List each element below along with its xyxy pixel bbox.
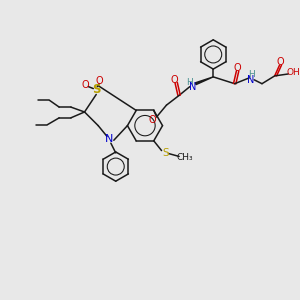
Text: O: O: [234, 63, 242, 73]
Text: O: O: [149, 115, 157, 125]
Text: O: O: [277, 57, 284, 67]
Text: O: O: [95, 76, 103, 86]
Text: H: H: [248, 70, 255, 80]
Polygon shape: [195, 77, 213, 85]
Text: O: O: [170, 75, 178, 85]
Text: N: N: [247, 75, 254, 85]
Text: CH₃: CH₃: [177, 153, 193, 162]
Text: H: H: [187, 78, 193, 87]
Text: N: N: [105, 134, 113, 144]
Text: S: S: [162, 148, 169, 158]
Text: O: O: [82, 80, 89, 90]
Text: N: N: [189, 82, 196, 92]
Text: S: S: [92, 83, 100, 96]
Text: OH: OH: [286, 68, 300, 77]
